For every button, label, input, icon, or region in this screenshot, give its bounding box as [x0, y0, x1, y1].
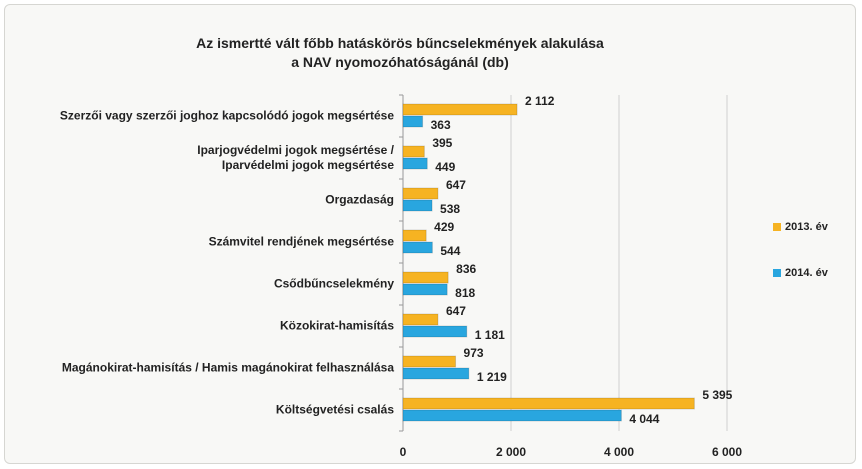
- bar: [402, 145, 425, 158]
- bar: [402, 157, 428, 170]
- x-tick-label: 6 000: [712, 445, 742, 459]
- value-label: 1 219: [477, 370, 507, 384]
- bar: [402, 283, 448, 296]
- x-tick-label: 0: [400, 445, 407, 459]
- legend-label: 2013. év: [785, 221, 829, 233]
- bar: [402, 325, 468, 338]
- panel: [4, 4, 856, 464]
- value-label: 4 044: [629, 412, 659, 426]
- legend-label: 2014. év: [785, 267, 829, 279]
- value-label: 2 112: [525, 94, 555, 108]
- legend-swatch: [773, 269, 781, 277]
- value-label: 395: [432, 136, 452, 150]
- y-tick-label: Magánokirat-hamisítás / Hamis magánokira…: [61, 360, 394, 375]
- value-label: 544: [440, 244, 460, 258]
- y-tick-label: Csődbűncselekmény: [273, 276, 394, 291]
- y-tick-label: Szerzői vagy szerzői joghoz kapcsolódó j…: [59, 108, 394, 123]
- value-label: 5 395: [702, 388, 732, 402]
- y-tick-label: Számvitel rendjének megsértése: [208, 234, 394, 249]
- y-tick-label: Orgazdaság: [325, 192, 394, 207]
- value-label: 1 181: [475, 328, 505, 342]
- bar: [402, 367, 470, 380]
- bar: [402, 187, 439, 200]
- y-tick-label: Költségvetési csalás: [275, 402, 394, 417]
- value-label: 449: [435, 160, 455, 174]
- value-label: 429: [434, 220, 454, 234]
- value-label: 973: [464, 346, 484, 360]
- legend-swatch: [773, 223, 781, 231]
- value-label: 647: [446, 304, 466, 318]
- bar: [402, 103, 518, 116]
- bar: [402, 355, 457, 368]
- value-label: 538: [440, 202, 460, 216]
- bar: [402, 229, 427, 242]
- bar: [402, 115, 424, 128]
- bar: [402, 271, 449, 284]
- y-tick-label: Iparjogvédelmi jogok megsértése / Iparvé…: [197, 143, 394, 172]
- value-label: 818: [455, 286, 475, 300]
- value-label: 647: [446, 178, 466, 192]
- bar: [402, 241, 433, 254]
- chart-title: Az ismertté vált főbb hatáskörös bűncsel…: [196, 35, 604, 70]
- x-tick-label: 2 000: [496, 445, 526, 459]
- y-tick-label: Közokirat-hamisítás: [279, 318, 394, 333]
- bar: [402, 313, 439, 326]
- bar: [402, 397, 695, 410]
- bar: [402, 199, 433, 212]
- value-label: 363: [431, 118, 451, 132]
- bar: [402, 409, 622, 422]
- x-tick-label: 4 000: [604, 445, 634, 459]
- value-label: 836: [456, 262, 476, 276]
